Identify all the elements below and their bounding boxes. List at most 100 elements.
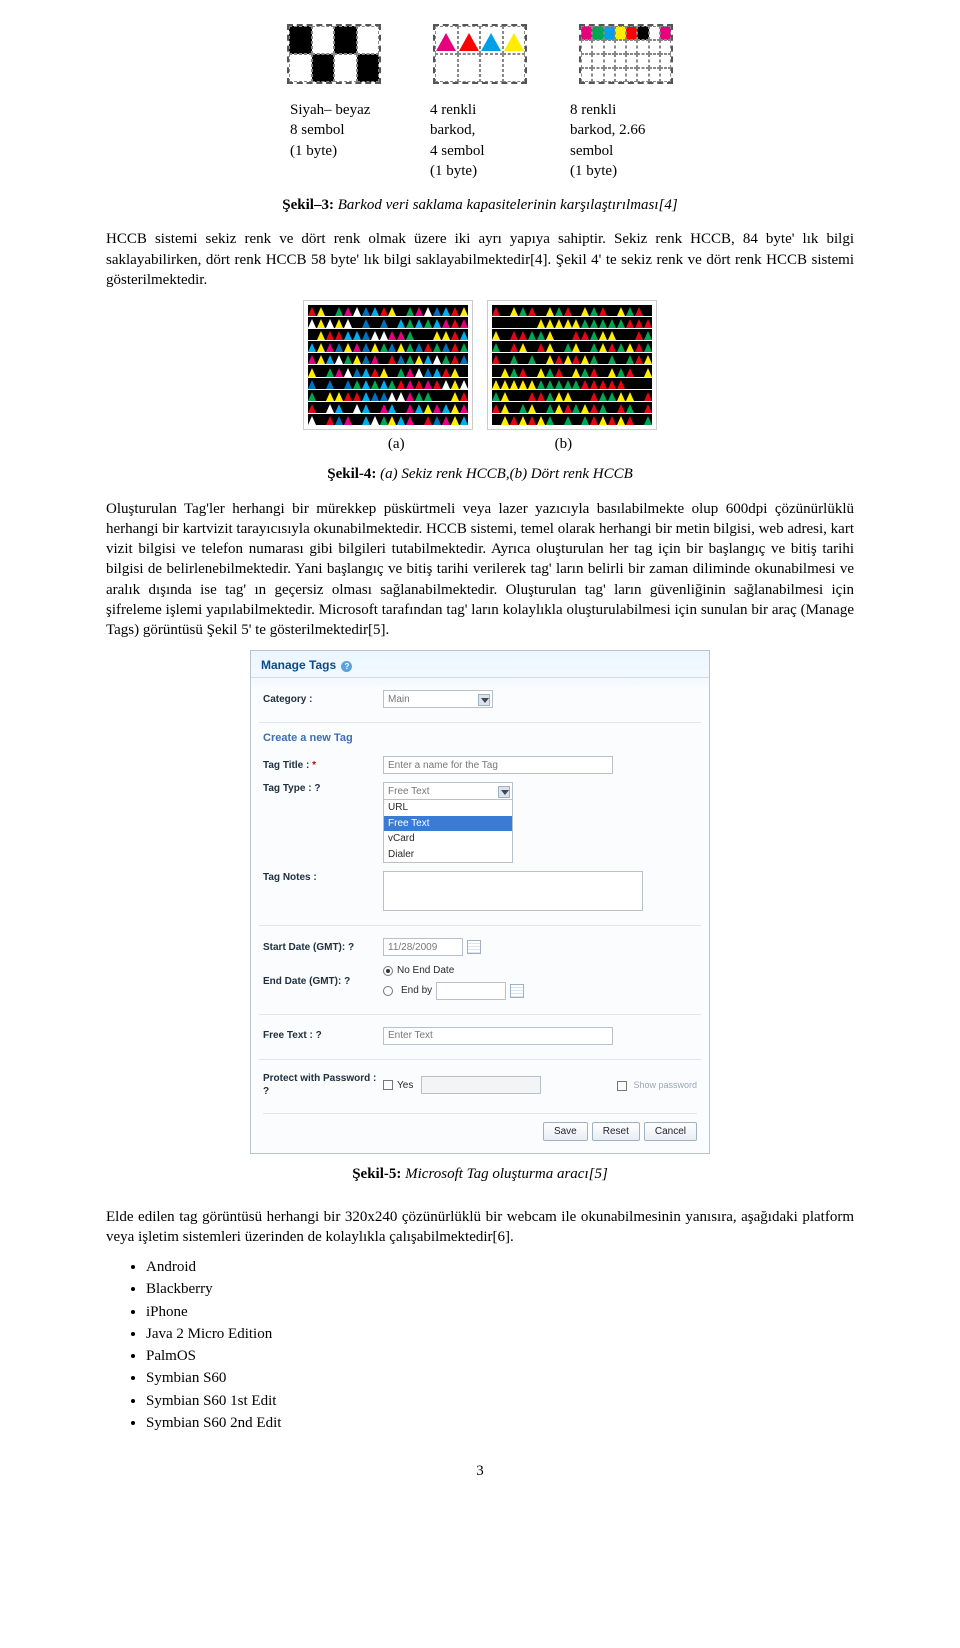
figure3-captions: Siyah– beyaz 8 sembol (1 byte) 4 renkli …	[106, 94, 854, 181]
separator	[259, 925, 701, 926]
tag-type-option[interactable]: URL	[384, 800, 512, 816]
chevron-down-icon	[478, 694, 490, 706]
row-protect: Protect with Password : ? Yes Show passw…	[263, 1068, 697, 1103]
list-item: Blackberry	[146, 1279, 854, 1299]
end-by-option[interactable]: End by	[383, 982, 697, 1000]
caption-line: 4 sembol	[430, 141, 530, 161]
barcode-a	[287, 24, 381, 84]
help-icon[interactable]: ?	[263, 1086, 269, 1097]
caption-line: (1 byte)	[570, 161, 670, 181]
tag-type-listbox[interactable]: URLFree TextvCardDialer	[383, 799, 513, 863]
help-icon[interactable]: ?	[341, 661, 352, 672]
label-category: Category :	[263, 693, 383, 707]
label-tag-notes: Tag Notes :	[263, 871, 383, 885]
label-a: (a)	[388, 434, 405, 454]
caption-line: barkod,	[430, 120, 530, 140]
figure3-label: Şekil–3: Barkod veri saklama kapasiteler…	[106, 195, 854, 215]
calendar-icon[interactable]	[510, 984, 524, 998]
caption-b: 4 renkli barkod, 4 sembol (1 byte)	[430, 100, 530, 181]
row-title: Tag Title : * Enter a name for the Tag	[263, 752, 697, 778]
manage-tags-title: Manage Tags	[261, 658, 336, 672]
separator	[259, 1059, 701, 1060]
caption-line: Siyah– beyaz	[290, 100, 390, 120]
category-selected: Main	[388, 693, 410, 707]
list-item: Java 2 Micro Edition	[146, 1324, 854, 1344]
no-end-option[interactable]: No End Date	[383, 964, 697, 978]
manage-tags-panel: Manage Tags ? Category : Main Create a n…	[250, 650, 710, 1154]
manage-tags-body: Category : Main Create a new Tag Tag Tit…	[251, 678, 709, 1153]
figure5-label: Şekil-5: Microsoft Tag oluşturma aracı[5…	[106, 1164, 854, 1184]
row-start-date: Start Date (GMT): ? 11/28/2009	[263, 934, 697, 960]
row-category: Category : Main	[263, 686, 697, 712]
radio-icon	[383, 986, 393, 996]
paragraph-2: Oluşturulan Tag'ler herhangi bir mürekke…	[106, 499, 854, 641]
list-item: Android	[146, 1257, 854, 1277]
tag-type-option[interactable]: Dialer	[384, 847, 512, 863]
separator	[259, 1014, 701, 1015]
caption-line: 8 sembol	[290, 120, 390, 140]
help-icon[interactable]: ?	[348, 942, 354, 953]
caption-line: (1 byte)	[430, 161, 530, 181]
save-button[interactable]: Save	[543, 1122, 588, 1142]
list-item: PalmOS	[146, 1346, 854, 1366]
end-date-input[interactable]	[436, 982, 506, 1000]
label-b: (b)	[555, 434, 573, 454]
checkbox-icon	[617, 1081, 627, 1091]
caption-line: barkod, 2.66	[570, 120, 670, 140]
caption-line: (1 byte)	[290, 141, 390, 161]
password-input[interactable]	[421, 1076, 541, 1094]
help-icon[interactable]: ?	[314, 783, 320, 794]
row-free-text: Free Text : ? Enter Text	[263, 1023, 697, 1049]
label-free-text: Free Text : ?	[263, 1029, 383, 1043]
label-tag-type: Tag Type : ?	[263, 782, 383, 796]
protect-yes: Yes	[397, 1079, 413, 1093]
barcode-c-col	[579, 24, 673, 84]
caption-line: 8 renkli	[570, 100, 670, 120]
paragraph-1: HCCB sistemi sekiz renk ve dört renk olm…	[106, 229, 854, 290]
show-password-option[interactable]: Show password	[617, 1079, 697, 1091]
category-select[interactable]: Main	[383, 690, 493, 708]
paragraph-3: Elde edilen tag görüntüsü herhangi bir 3…	[106, 1207, 854, 1248]
hccb-4color	[487, 300, 657, 430]
platforms-list: AndroidBlackberryiPhoneJava 2 Micro Edit…	[146, 1257, 854, 1433]
row-end-date: End Date (GMT): ? No End Date End by	[263, 960, 697, 1004]
row-type: Tag Type : ? Free Text URLFree TextvCard…	[263, 778, 697, 867]
barcode-c	[579, 24, 673, 84]
caption-c: 8 renkli barkod, 2.66 sembol (1 byte)	[570, 100, 670, 181]
tag-type-option[interactable]: vCard	[384, 831, 512, 847]
field-category: Main	[383, 690, 697, 708]
radio-icon	[383, 966, 393, 976]
cancel-button[interactable]: Cancel	[644, 1122, 697, 1142]
caption-line: sembol	[570, 141, 670, 161]
figure5-prefix: Şekil-5:	[352, 1166, 401, 1182]
figure4-prefix: Şekil-4:	[327, 466, 376, 482]
help-icon[interactable]: ?	[316, 1030, 322, 1041]
tag-type-select[interactable]: Free Text	[383, 782, 513, 800]
figure5-text: Microsoft Tag oluşturma aracı[5]	[401, 1166, 607, 1182]
list-item: Symbian S60	[146, 1368, 854, 1388]
help-icon[interactable]: ?	[344, 976, 350, 987]
manage-tags-header: Manage Tags ?	[251, 651, 709, 678]
hccb-8color	[303, 300, 473, 430]
reset-button[interactable]: Reset	[592, 1122, 640, 1142]
tag-type-option[interactable]: Free Text	[384, 816, 512, 832]
tag-title-input[interactable]: Enter a name for the Tag	[383, 756, 613, 774]
figure3-text: Barkod veri saklama kapasitelerinin karş…	[334, 197, 678, 213]
figure4-graphics	[106, 300, 854, 430]
start-date-input[interactable]: 11/28/2009	[383, 938, 463, 956]
tag-title-placeholder: Enter a name for the Tag	[388, 759, 498, 773]
label-tag-title: Tag Title : *	[263, 759, 383, 773]
barcode-b	[433, 24, 527, 84]
figure4-ab-labels: (a) (b)	[106, 434, 854, 454]
free-text-input[interactable]: Enter Text	[383, 1027, 613, 1045]
tag-notes-textarea[interactable]	[383, 871, 643, 911]
label-end-date: End Date (GMT): ?	[263, 975, 383, 989]
list-item: Symbian S60 1st Edit	[146, 1391, 854, 1411]
barcode-b-col	[433, 24, 527, 84]
required-asterisk: *	[312, 760, 316, 771]
separator	[259, 722, 701, 723]
figure4-label: Şekil-4: (a) Sekiz renk HCCB,(b) Dört re…	[106, 464, 854, 484]
calendar-icon[interactable]	[467, 940, 481, 954]
row-notes: Tag Notes :	[263, 867, 697, 915]
checkbox-icon[interactable]	[383, 1080, 393, 1090]
